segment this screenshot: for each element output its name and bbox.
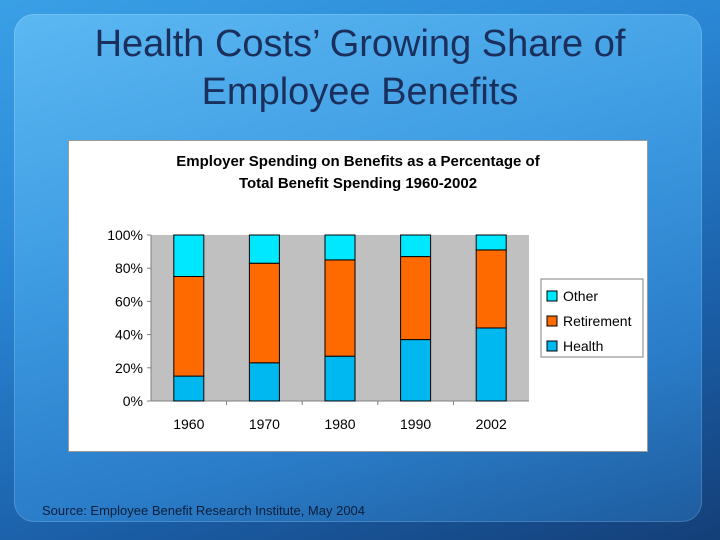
bar-other-1970 bbox=[248, 234, 280, 264]
x-tick-label: 1990 bbox=[400, 416, 431, 432]
bar-retirement-1970 bbox=[248, 262, 280, 364]
bar-retirement-1990 bbox=[400, 256, 432, 341]
y-tick-label: 40% bbox=[115, 327, 143, 343]
slide-title: Health Costs’ Growing Share of Employee … bbox=[20, 20, 700, 116]
x-tick-label: 1980 bbox=[324, 416, 355, 432]
bar-health-2002 bbox=[475, 327, 507, 402]
bar-health-1980 bbox=[324, 355, 356, 402]
y-tick-label: 100% bbox=[107, 227, 143, 243]
x-tick-label: 1970 bbox=[249, 416, 280, 432]
legend-swatch-health bbox=[546, 340, 558, 352]
chart-title-line-1: Employer Spending on Benefits as a Perce… bbox=[176, 153, 540, 170]
x-tick-label: 2002 bbox=[476, 416, 507, 432]
legend-label-other: Other bbox=[563, 288, 598, 304]
slide-title-line-2: Employee Benefits bbox=[201, 71, 519, 113]
chart-container: Employer Spending on Benefits as a Perce… bbox=[68, 140, 648, 452]
y-tick-label: 60% bbox=[115, 293, 143, 309]
bar-other-1960 bbox=[173, 234, 205, 277]
chart-title: Employer Spending on Benefits as a Perce… bbox=[69, 151, 647, 195]
source-note: Source: Employee Benefit Research Instit… bbox=[42, 503, 366, 518]
bar-other-2002 bbox=[475, 234, 507, 251]
slide-title-line-1: Health Costs’ Growing Share of bbox=[94, 23, 626, 65]
bar-other-1990 bbox=[400, 234, 432, 258]
bar-retirement-2002 bbox=[475, 249, 507, 329]
bar-health-1990 bbox=[400, 339, 432, 402]
y-tick-label: 0% bbox=[123, 393, 143, 409]
y-tick-label: 80% bbox=[115, 260, 143, 276]
chart-title-line-2: Total Benefit Spending 1960-2002 bbox=[238, 175, 478, 192]
stacked-bar-chart: 0% 20% 40% 60% 80% 100% 1960 1970 1980 1990 2002 Ot… bbox=[107, 227, 644, 432]
bar-other-1980 bbox=[324, 234, 356, 261]
bar-health-1960 bbox=[173, 375, 205, 402]
legend-label-health: Health bbox=[563, 338, 603, 354]
legend-swatch-retirement bbox=[546, 315, 558, 327]
legend-swatch-other bbox=[546, 290, 558, 302]
x-tick-label: 1960 bbox=[173, 416, 204, 432]
legend-label-retirement: Retirement bbox=[563, 313, 632, 329]
y-tick-label: 20% bbox=[115, 360, 143, 376]
bar-retirement-1960 bbox=[173, 276, 205, 377]
bar-health-1970 bbox=[248, 362, 280, 402]
bar-retirement-1980 bbox=[324, 259, 356, 357]
legend bbox=[540, 278, 644, 358]
